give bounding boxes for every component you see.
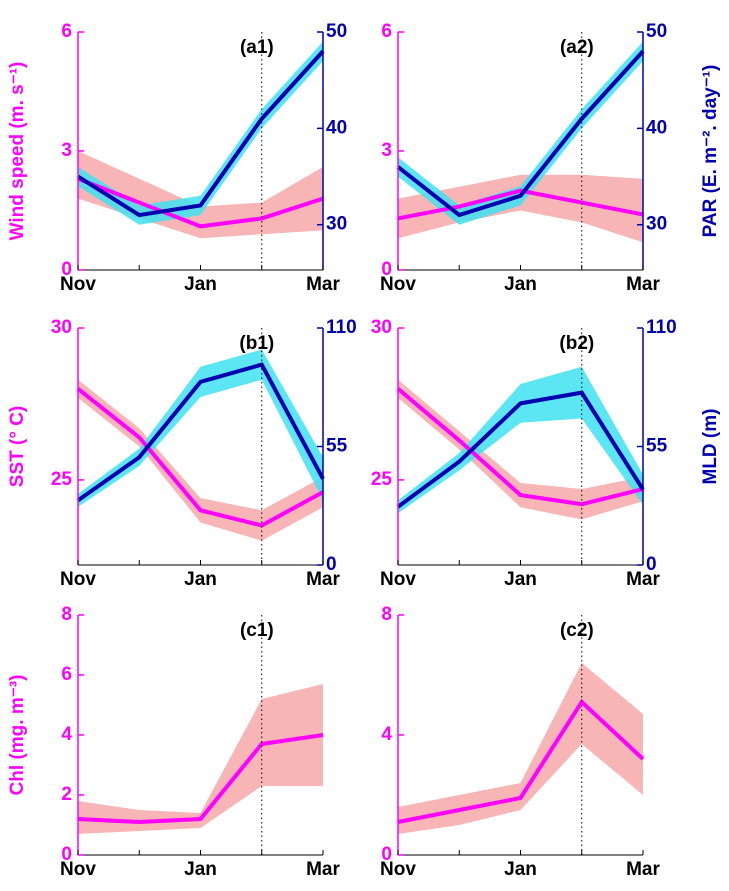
mean-line [76,387,324,528]
panel: 0 3 6 30 40 50 Nov Jan Mar (a2) PAR (E. m⁻². day⁻¹… [380,21,721,295]
y2-tick-label: 110 [326,317,357,338]
range-band [398,174,643,243]
y-axis-label: SST (° C) [7,406,28,487]
x-tick-label: Mar [626,274,660,295]
y-tick-label: 3 [381,140,392,161]
y2-tick-label: 30 [646,214,667,235]
panel-label: (c1) [240,620,274,641]
panel-label: (b1) [239,333,274,354]
x-tick-label: Jan [504,274,537,295]
y2-tick-label: 55 [646,436,668,457]
y2-tick-label: 50 [326,21,347,42]
y-tick-label: 0 [61,259,72,280]
y2-tick-label: 50 [646,21,667,42]
x-tick-label: Mar [306,569,340,590]
x-tick-label: Mar [306,859,340,880]
y-tick-label: 30 [51,317,72,338]
panel: 25 30 0 55 110 Nov Jan Mar (b2) MLD (m) [371,317,721,590]
x-tick-label: Jan [504,859,537,880]
range-band [398,41,643,225]
mean-line [397,188,644,221]
x-tick-label: Nov [60,274,96,295]
mean-line [396,387,644,507]
mean-line [396,49,645,218]
x-tick-label: Jan [184,274,217,295]
y-tick-label: 25 [371,469,393,490]
range-band [78,349,323,507]
y-tick-label: 4 [61,724,72,745]
y-tick-label: 25 [51,469,73,490]
y-tick-label: 8 [61,604,72,625]
y-tick-label: 3 [61,140,72,161]
panel-label: (b2) [559,333,594,354]
y2-tick-label: 0 [326,554,337,575]
panel: 0 4 8 Nov Jan Mar (c2) [380,604,660,880]
panel: 0 2 4 6 8 Nov Jan Mar (c1) Chl (mg. m⁻³) [7,604,340,880]
mean-line [77,733,324,825]
x-tick-label: Jan [504,569,537,590]
y-axis-label: Wind speed (m. s⁻¹) [7,62,28,241]
x-tick-label: Jan [184,569,217,590]
y-tick-label: 0 [381,259,392,280]
x-tick-label: Mar [626,569,660,590]
x-tick-label: Nov [60,569,96,590]
mean-line [396,390,645,509]
y-tick-label: 6 [61,664,72,685]
y2-tick-label: 0 [646,554,657,575]
y-tick-label: 6 [381,21,392,42]
x-tick-label: Nov [380,569,416,590]
mean-line [397,698,645,824]
y-tick-label: 0 [381,844,392,865]
y-axis-label: Chl (mg. m⁻³) [7,675,28,796]
y-tick-label: 30 [371,317,392,338]
y2-axis-label: MLD (m) [700,409,721,485]
y2-tick-label: 30 [326,214,347,235]
y-tick-label: 8 [381,604,392,625]
x-tick-label: Nov [380,274,416,295]
y-tick-label: 0 [61,844,72,865]
y-tick-label: 6 [61,21,72,42]
range-band [398,663,643,834]
x-tick-label: Mar [306,274,340,295]
x-tick-label: Jan [184,859,217,880]
range-band [78,684,323,834]
range-band [398,366,643,514]
mean-line [76,362,325,502]
panel-label: (a2) [560,37,594,58]
x-tick-label: Mar [626,859,660,880]
y-tick-label: 4 [381,724,392,745]
mean-line [77,176,324,229]
y2-axis-label: PAR (E. m⁻². day⁻¹) [700,65,721,238]
y-tick-label: 2 [61,784,72,805]
y2-tick-label: 40 [646,117,667,138]
mean-line [76,49,325,218]
panel-label: (c2) [560,620,594,641]
y2-tick-label: 55 [326,436,348,457]
x-tick-label: Nov [60,859,96,880]
panel-label: (a1) [240,37,274,58]
y2-tick-label: 40 [326,117,347,138]
panel: 25 30 0 55 110 Nov Jan Mar (b1) SST (° C) [7,317,357,590]
x-tick-label: Nov [380,859,416,880]
panel: 0 3 6 30 40 50 Nov Jan Mar (a1) Wind speed (m. s⁻¹… [7,21,347,295]
y2-tick-label: 110 [646,317,677,338]
range-band [398,379,643,520]
